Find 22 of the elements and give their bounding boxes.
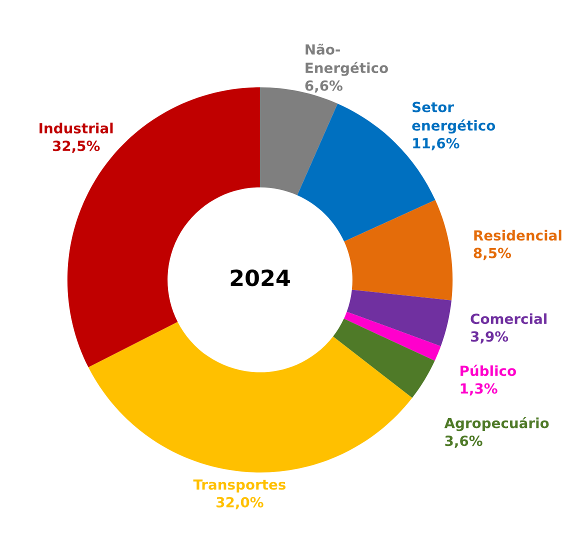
slice-label: Industrial — [40, 122, 113, 134]
slice-label: Residencial — [474, 230, 562, 241]
data-label: 6,6% — [305, 80, 342, 93]
slice-label: Comercial — [470, 313, 546, 324]
data-label: 1,3% — [460, 383, 498, 396]
donut-slice — [344, 312, 441, 361]
data-label: 11,6% — [413, 138, 460, 150]
slice-label: Setor energético — [412, 102, 496, 134]
donut-slice — [344, 200, 453, 300]
data-label: 32,0% — [216, 496, 264, 510]
donut-slice — [88, 322, 412, 472]
slice-label: Agropecuário — [444, 417, 549, 432]
slice-label: Transportes — [193, 479, 286, 492]
data-label: 8,5% — [474, 248, 512, 260]
slice-label: Público — [460, 364, 516, 376]
slice-label: Não- Energético — [306, 44, 388, 76]
data-label: 3,9% — [470, 331, 508, 344]
donut-slice — [346, 290, 452, 346]
donut-slice — [333, 318, 435, 398]
data-label: 32,5% — [52, 140, 100, 153]
text: 2024 — [230, 269, 290, 286]
data-label: 3,6% — [445, 436, 482, 448]
